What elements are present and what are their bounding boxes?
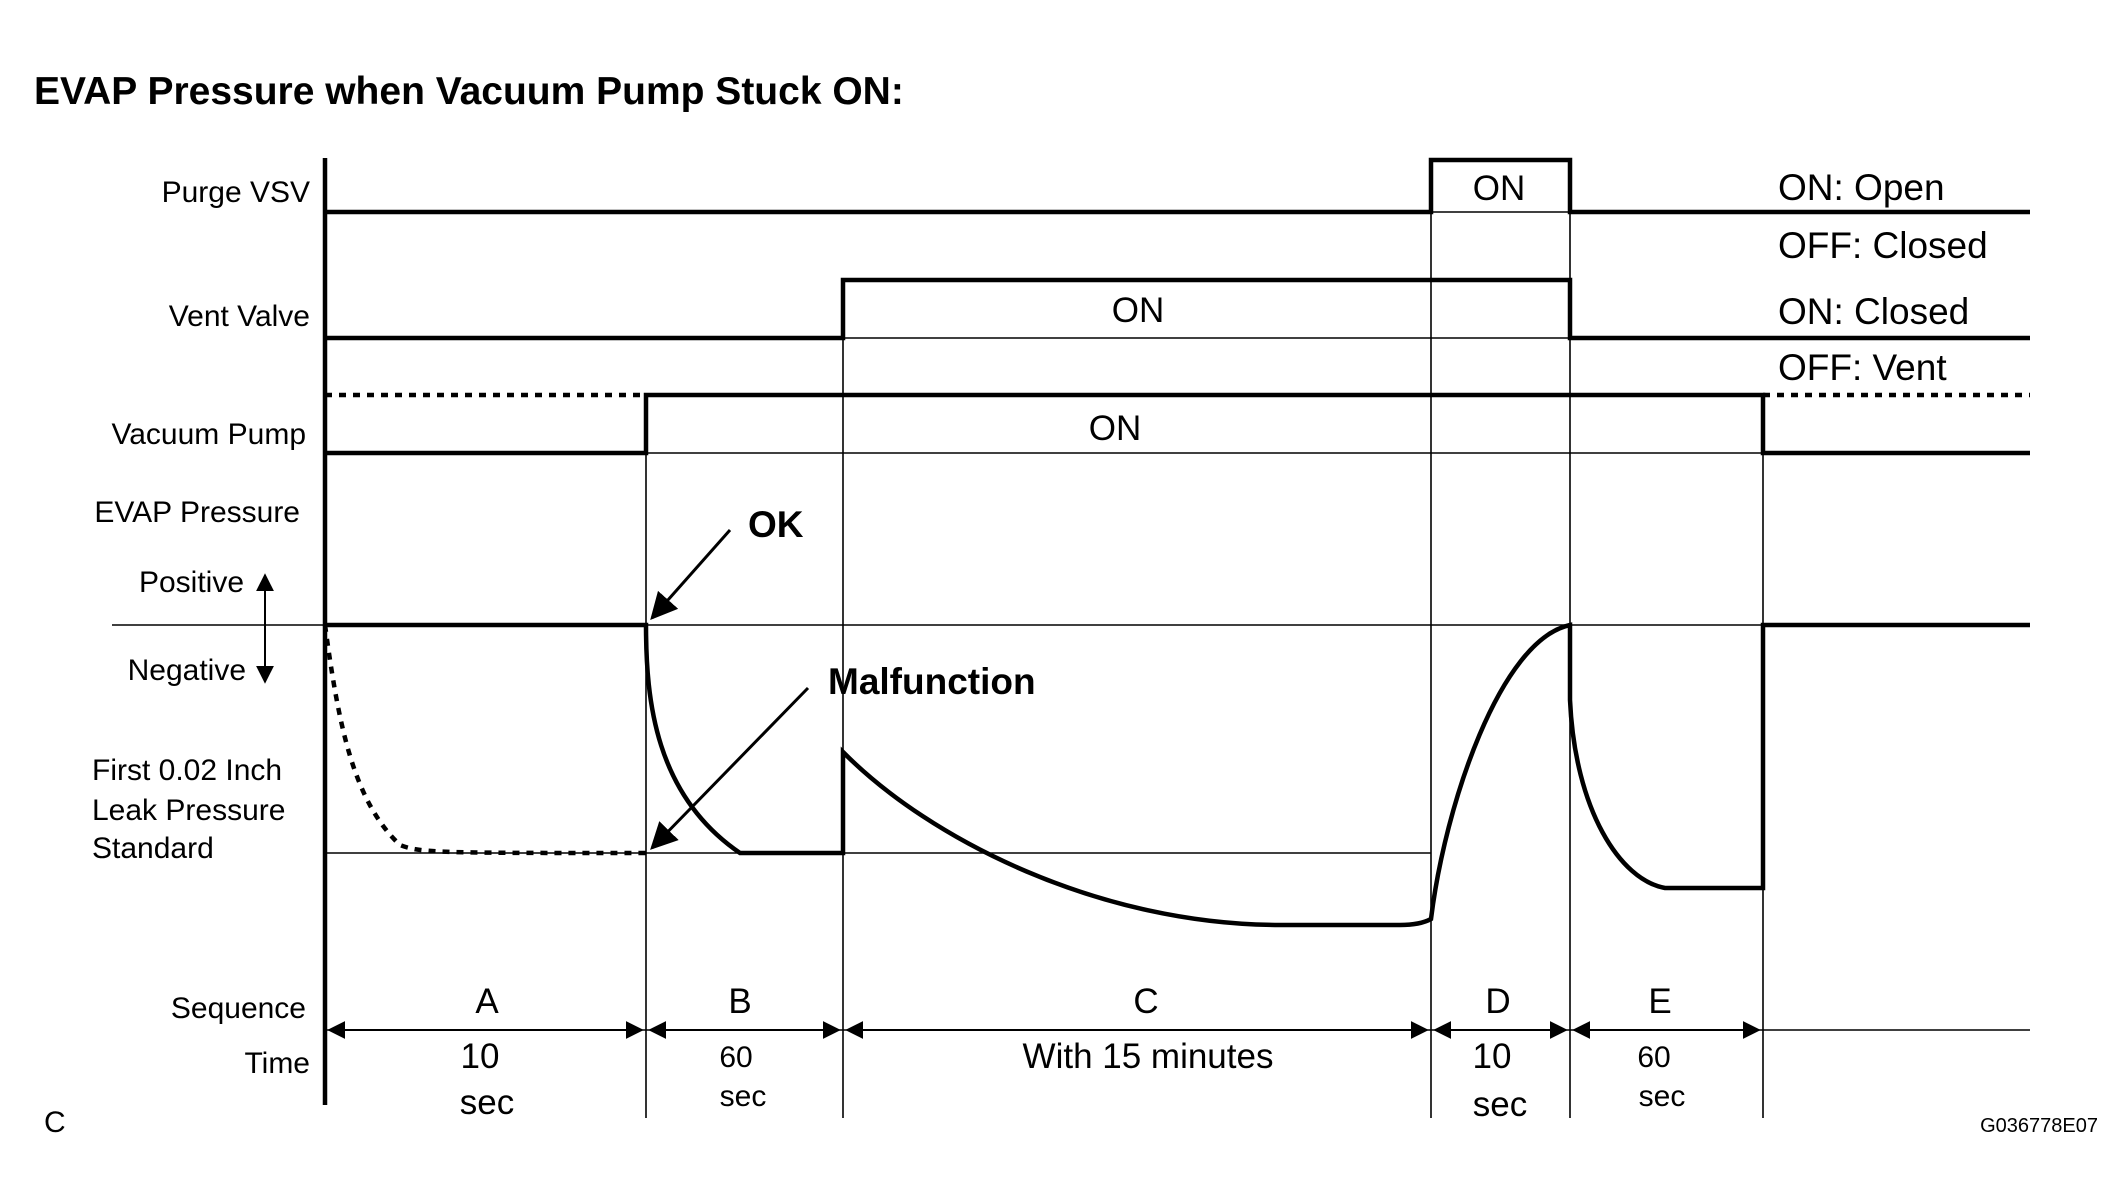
ok-pressure-curve bbox=[325, 622, 2030, 928]
row-label-leak-standard-1: First 0.02 Inch bbox=[92, 754, 282, 787]
malfunction-pressure-curve bbox=[322, 624, 647, 856]
row-label-positive: Positive bbox=[139, 566, 244, 599]
row-label-vent-valve: Vent Valve bbox=[169, 300, 310, 333]
purge-vsv-signal bbox=[325, 157, 2030, 215]
sequence-label-e: E bbox=[1648, 982, 1671, 1021]
time-label-a-unit: sec bbox=[460, 1083, 514, 1122]
corner-label: C bbox=[44, 1106, 66, 1139]
legend-vent-off: OFF: Vent bbox=[1778, 347, 1947, 388]
sequence-label-a: A bbox=[475, 982, 499, 1021]
vacuum-pump-signal bbox=[325, 392, 2030, 456]
row-label-vacuum-pump: Vacuum Pump bbox=[111, 418, 306, 451]
sequence-label-c: C bbox=[1133, 982, 1158, 1021]
time-label-e-unit: sec bbox=[1639, 1080, 1686, 1113]
time-label-b-value: 60 bbox=[719, 1041, 752, 1074]
row-label-leak-standard-3: Standard bbox=[92, 832, 214, 865]
row-label-time: Time bbox=[244, 1047, 310, 1080]
figure-code: G036778E07 bbox=[1980, 1115, 2098, 1137]
legend-vent-on: ON: Closed bbox=[1778, 291, 1969, 332]
ok-callout-arrow bbox=[650, 529, 732, 621]
purge-vsv-on-label: ON bbox=[1473, 169, 1526, 208]
vent-valve-on-label: ON bbox=[1112, 291, 1165, 330]
time-label-c: With 15 minutes bbox=[1023, 1037, 1274, 1076]
vacuum-pump-on-label: ON bbox=[1089, 409, 1142, 448]
row-label-evap-pressure: EVAP Pressure bbox=[94, 496, 300, 529]
row-label-negative: Negative bbox=[128, 654, 246, 687]
time-label-b-unit: sec bbox=[720, 1080, 767, 1113]
time-label-e-value: 60 bbox=[1637, 1041, 1670, 1074]
row-label-leak-standard-2: Leak Pressure bbox=[92, 794, 285, 827]
phase-dividers bbox=[645, 160, 1764, 1118]
row-label-purge-vsv: Purge VSV bbox=[162, 176, 310, 209]
time-label-d-unit: sec bbox=[1473, 1085, 1527, 1124]
time-label-a-value: 10 bbox=[461, 1037, 500, 1076]
legend-purge-off: OFF: Closed bbox=[1778, 225, 1988, 266]
time-label-d-value: 10 bbox=[1473, 1037, 1512, 1076]
ok-callout-label: OK bbox=[748, 504, 804, 545]
diagram-title: EVAP Pressure when Vacuum Pump Stuck ON: bbox=[34, 70, 904, 113]
legend-purge-on: ON: Open bbox=[1778, 167, 1945, 208]
malfunction-callout-arrow bbox=[650, 686, 810, 850]
malfunction-callout-label: Malfunction bbox=[828, 661, 1036, 702]
sequence-label-b: B bbox=[728, 982, 751, 1021]
row-label-sequence: Sequence bbox=[171, 992, 306, 1025]
vent-valve-signal bbox=[325, 277, 2030, 341]
sequence-label-d: D bbox=[1485, 982, 1510, 1021]
